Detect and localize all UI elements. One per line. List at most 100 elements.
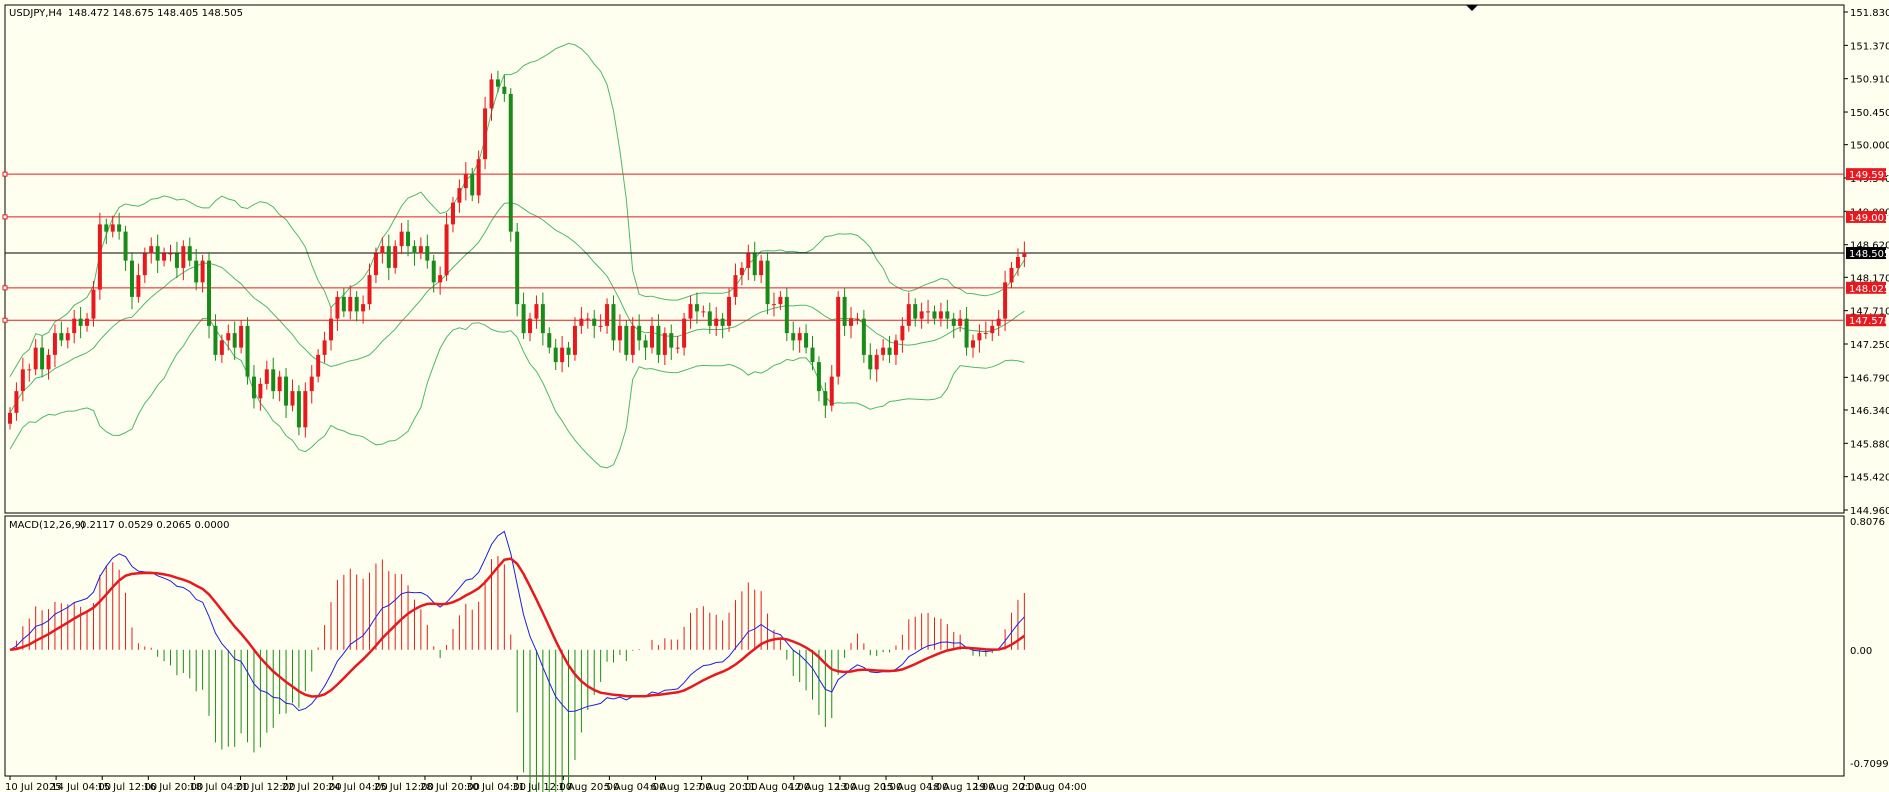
- candle-body[interactable]: [881, 347, 886, 355]
- candle-body[interactable]: [8, 412, 12, 424]
- candle-body[interactable]: [534, 304, 539, 319]
- candle-body[interactable]: [926, 311, 931, 313]
- candle-body[interactable]: [784, 296, 789, 334]
- candle-body[interactable]: [207, 260, 212, 326]
- candle-body[interactable]: [887, 347, 892, 355]
- candle-body[interactable]: [495, 79, 500, 87]
- candle-body[interactable]: [296, 391, 301, 428]
- candle-body[interactable]: [264, 369, 269, 384]
- candle-body[interactable]: [913, 304, 918, 319]
- candle-body[interactable]: [373, 253, 378, 276]
- candle-body[interactable]: [964, 318, 969, 348]
- candle-body[interactable]: [637, 325, 642, 341]
- candle-body[interactable]: [771, 304, 776, 306]
- candle-body[interactable]: [136, 275, 141, 297]
- candle-body[interactable]: [78, 318, 83, 326]
- candle-body[interactable]: [662, 333, 667, 355]
- candle-body[interactable]: [560, 347, 565, 363]
- candle-body[interactable]: [868, 354, 873, 370]
- candle-body[interactable]: [579, 318, 584, 326]
- candle-body[interactable]: [932, 311, 937, 319]
- candle-body[interactable]: [399, 231, 404, 247]
- candle-body[interactable]: [46, 354, 51, 370]
- candle-body[interactable]: [566, 347, 571, 355]
- candle-body[interactable]: [592, 318, 597, 326]
- candle-body[interactable]: [900, 325, 905, 341]
- candle-body[interactable]: [380, 246, 385, 254]
- candle-body[interactable]: [1022, 253, 1027, 258]
- candle-body[interactable]: [200, 260, 205, 283]
- candle-body[interactable]: [971, 340, 975, 348]
- candle-body[interactable]: [714, 318, 719, 326]
- candle-body[interactable]: [290, 391, 295, 406]
- candle-body[interactable]: [688, 304, 693, 319]
- candle-body[interactable]: [457, 188, 462, 203]
- candle-body[interactable]: [810, 347, 815, 363]
- candle-body[interactable]: [476, 159, 481, 196]
- candle-body[interactable]: [938, 311, 943, 319]
- candle-body[interactable]: [277, 376, 282, 392]
- candle-body[interactable]: [181, 246, 186, 268]
- candle-body[interactable]: [919, 311, 924, 319]
- candle-body[interactable]: [598, 325, 603, 327]
- candle-body[interactable]: [194, 260, 199, 283]
- candle-body[interactable]: [40, 347, 45, 370]
- candle-body[interactable]: [97, 224, 102, 290]
- candle-body[interactable]: [720, 318, 725, 326]
- candle-body[interactable]: [367, 275, 372, 305]
- candle-body[interactable]: [65, 333, 70, 341]
- candle-body[interactable]: [117, 224, 122, 232]
- candle-body[interactable]: [20, 369, 25, 392]
- candle-body[interactable]: [624, 325, 629, 355]
- candle-body[interactable]: [162, 253, 167, 261]
- candle-body[interactable]: [701, 311, 706, 313]
- candle-body[interactable]: [515, 231, 520, 305]
- candle-body[interactable]: [14, 391, 19, 413]
- level-handle-icon[interactable]: [2, 285, 8, 291]
- candle-body[interactable]: [470, 173, 475, 196]
- candle-body[interactable]: [842, 296, 847, 326]
- candle-body[interactable]: [59, 333, 64, 341]
- candle-body[interactable]: [213, 325, 218, 355]
- candle-body[interactable]: [52, 333, 57, 355]
- candle-body[interactable]: [149, 246, 154, 254]
- candle-body[interactable]: [829, 376, 834, 406]
- candle-body[interactable]: [958, 318, 963, 326]
- candle-body[interactable]: [123, 231, 128, 261]
- candle-body[interactable]: [489, 79, 494, 109]
- candle-body[interactable]: [739, 267, 744, 276]
- candle-body[interactable]: [572, 325, 577, 355]
- candle-body[interactable]: [694, 304, 699, 312]
- candle-body[interactable]: [239, 325, 244, 348]
- candle-body[interactable]: [1003, 282, 1008, 319]
- candle-body[interactable]: [303, 391, 308, 428]
- candle-body[interactable]: [33, 347, 38, 370]
- candle-body[interactable]: [605, 304, 610, 326]
- candle-body[interactable]: [85, 318, 90, 326]
- candle-body[interactable]: [463, 173, 468, 189]
- candle-body[interactable]: [528, 318, 533, 334]
- level-handle-icon[interactable]: [2, 317, 8, 323]
- candle-body[interactable]: [335, 296, 340, 319]
- candle-body[interactable]: [316, 354, 321, 377]
- candle-body[interactable]: [450, 202, 455, 225]
- candle-body[interactable]: [823, 391, 828, 406]
- candle-body[interactable]: [996, 318, 1001, 326]
- candle-body[interactable]: [438, 275, 443, 283]
- candle-body[interactable]: [271, 369, 276, 392]
- candle-body[interactable]: [990, 325, 995, 334]
- candle-body[interactable]: [168, 253, 173, 255]
- candle-body[interactable]: [906, 304, 911, 326]
- candle-body[interactable]: [778, 296, 783, 305]
- candle-body[interactable]: [752, 253, 757, 276]
- candle-body[interactable]: [977, 333, 982, 341]
- candle-body[interactable]: [675, 347, 680, 349]
- candle-body[interactable]: [129, 260, 134, 297]
- candle-body[interactable]: [630, 325, 635, 355]
- candle-body[interactable]: [585, 318, 590, 320]
- candle-body[interactable]: [386, 246, 391, 268]
- candle-body[interactable]: [617, 325, 622, 341]
- candle-body[interactable]: [682, 318, 687, 348]
- candle-body[interactable]: [348, 296, 353, 312]
